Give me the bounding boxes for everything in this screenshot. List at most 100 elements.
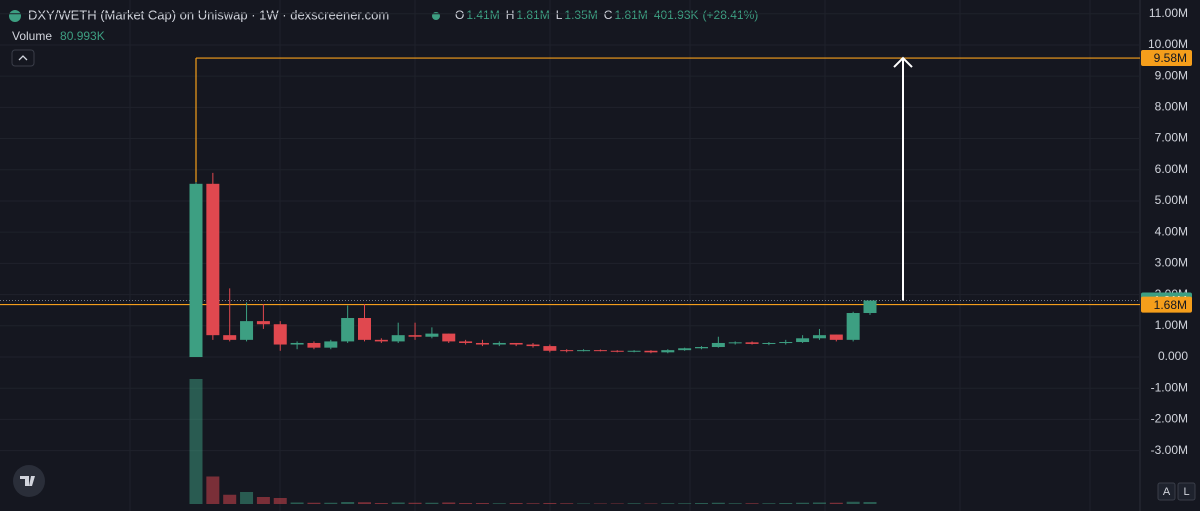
candle-body [829, 334, 843, 340]
legend-key: H [506, 8, 515, 22]
y-tick-label: 3.00M [1155, 256, 1188, 270]
candle-body [408, 335, 422, 337]
volume-bar [526, 503, 540, 504]
price-label: 9.58M [1154, 51, 1187, 65]
candle-body [492, 342, 506, 345]
y-tick-label: 7.00M [1155, 131, 1188, 145]
scale-button[interactable] [1157, 482, 1176, 501]
collapse-icon [18, 55, 28, 61]
candle-body [206, 183, 220, 336]
change-percent: (+28.41%) [703, 8, 759, 22]
volume-title: Volume [12, 29, 52, 43]
y-tick-label: 1.00M [1155, 318, 1188, 332]
candle-body [812, 335, 826, 339]
volume-bar [358, 502, 371, 504]
volume-bar [459, 503, 473, 504]
volume-value: 80.993K [60, 29, 105, 43]
volume-bar [846, 501, 860, 504]
chart-title: DXY/WETH (Market Cap) on Uniswap · 1W · … [28, 7, 389, 22]
candle-body [475, 342, 489, 345]
volume-bar [442, 502, 456, 504]
volume-bar [762, 503, 776, 504]
legend-key: O [455, 8, 464, 22]
volume-bar [745, 503, 759, 504]
volume-bar [678, 503, 692, 504]
y-tick-label: 5.00M [1155, 193, 1188, 207]
candle-body [358, 318, 371, 340]
scale-button-label[interactable]: A [1163, 486, 1171, 498]
candle-body [374, 339, 388, 342]
legend-key: C [604, 8, 613, 22]
volume-bar [324, 502, 338, 504]
volume-bar [425, 502, 439, 504]
candle-body [442, 333, 456, 342]
volume-bar [593, 503, 607, 504]
candle-body [425, 333, 439, 337]
candle-body [256, 321, 270, 325]
volume-bar [475, 503, 489, 504]
price-label-box [1141, 296, 1192, 313]
measure-arrow-head [893, 56, 913, 68]
volume-bar [779, 503, 793, 504]
candle-body [846, 313, 860, 340]
volume-bar [307, 502, 321, 504]
volume-bar [711, 502, 725, 504]
candle-body [745, 342, 759, 344]
volume-bar [863, 501, 877, 504]
volume-bar [341, 502, 355, 504]
y-tick-label: 8.00M [1155, 100, 1188, 114]
candle-body [610, 350, 624, 352]
scale-button-label[interactable]: L [1183, 486, 1189, 498]
y-tick-label: -1.00M [1151, 380, 1188, 394]
volume-bar [560, 503, 574, 504]
volume-bar [240, 492, 254, 504]
y-tick-label: 9.00M [1155, 68, 1188, 82]
y-tick-label: 6.00M [1155, 162, 1188, 176]
volume-bar [374, 503, 388, 504]
candle-body [762, 342, 776, 344]
volume-bar [728, 503, 742, 504]
candle-body [779, 342, 793, 344]
y-tick-label: 10.00M [1148, 37, 1188, 51]
candle-body [526, 344, 540, 347]
y-tick-label: 4.00M [1155, 224, 1188, 238]
scale-button[interactable] [1177, 482, 1196, 501]
y-tick-label: 11.00M [1149, 6, 1188, 20]
candle-body [593, 350, 607, 352]
y-tick-label: -3.00M [1151, 443, 1188, 457]
collapse-button[interactable] [11, 49, 35, 67]
volume-legend: Volume 80.993K [12, 29, 105, 43]
candle-body [678, 348, 692, 351]
volume-bar [509, 503, 523, 504]
status-dot [432, 12, 440, 20]
candle-body [509, 342, 523, 345]
y-tick-label: -2.00M [1151, 412, 1188, 426]
candle-body [341, 318, 355, 342]
candle-body [863, 300, 877, 314]
volume-bar [206, 476, 220, 504]
candle-body [324, 341, 338, 348]
price-label: 1.68M [1154, 298, 1187, 312]
candle-body [543, 346, 557, 351]
candle-body [307, 342, 321, 348]
candle-body [711, 342, 725, 348]
candle-body [661, 350, 675, 353]
volume-bar [627, 503, 641, 504]
volume-bar [543, 503, 557, 504]
volume-bar [577, 503, 591, 504]
volume-bar [273, 498, 287, 504]
legend-value: 1.41M [466, 8, 499, 22]
candle-body [627, 350, 641, 352]
volume-bar [189, 379, 203, 504]
candle-body [189, 183, 203, 358]
volume-bar [695, 503, 708, 504]
candle-body [290, 342, 304, 345]
tv-logo-mark [20, 476, 35, 486]
y-tick-label: 0.000 [1158, 349, 1188, 363]
candle-body [391, 335, 405, 342]
volume-bar [610, 503, 624, 504]
change-value: 401.93K [654, 8, 699, 22]
candle-body [728, 342, 742, 344]
